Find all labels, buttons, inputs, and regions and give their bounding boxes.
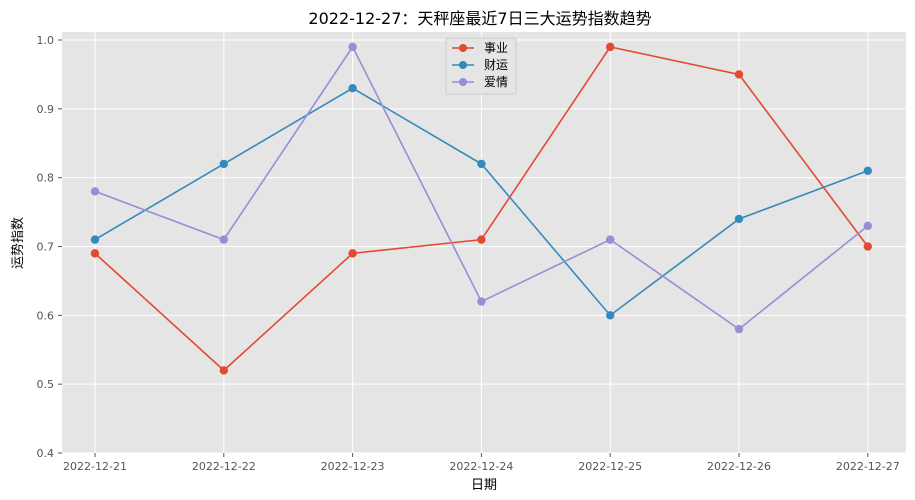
series-2 [90, 42, 872, 334]
y-tick-label: 0.6 [37, 309, 55, 322]
x-tick-label: 2022-12-21 [63, 460, 127, 473]
data-point [90, 249, 100, 258]
data-point [606, 311, 615, 320]
data-point [219, 159, 228, 169]
x-axis-label: 日期 [471, 478, 497, 493]
x-tick-label: 2022-12-26 [707, 460, 771, 473]
y-tick-label: 0.8 [37, 172, 55, 185]
y-tick-label: 0.4 [37, 447, 55, 460]
x-tick-label: 2022-12-23 [321, 460, 385, 473]
legend-label: 爱情 [484, 75, 508, 89]
legend-label: 财运 [484, 58, 508, 72]
y-tick-label: 1.0 [37, 34, 55, 47]
data-point [734, 324, 744, 334]
series-0 [90, 42, 872, 375]
y-tick-label: 0.5 [37, 378, 55, 391]
data-point [348, 249, 357, 258]
data-point [863, 221, 872, 231]
x-tick-label: 2022-12-22 [192, 460, 256, 473]
legend-item: 爱情 [452, 75, 508, 89]
legend-marker [459, 61, 467, 69]
data-point [90, 235, 100, 244]
legend-item: 事业 [452, 41, 508, 55]
data-point [477, 235, 486, 244]
legend-item: 财运 [452, 58, 508, 72]
legend-marker [459, 78, 467, 86]
data-point [734, 214, 744, 224]
legend-label: 事业 [484, 41, 508, 55]
y-tick-labels: 0.4 0.5 0.6 0.7 0.8 0.9 1.0 [37, 34, 62, 460]
data-point [863, 242, 872, 251]
y-tick-label: 0.9 [37, 103, 55, 116]
x-tick-labels: 2022-12-21 2022-12-22 2022-12-23 2022-12-24… [63, 453, 900, 473]
x-tick-label: 2022-12-27 [836, 460, 900, 473]
data-point [477, 297, 486, 306]
data-point [606, 235, 615, 244]
data-point [348, 83, 357, 93]
series-1 [90, 83, 872, 320]
chart-title: 2022-12-27：天秤座最近7日三大运势指数趋势 [308, 9, 651, 28]
x-tick-label: 2022-12-25 [578, 460, 642, 473]
x-tick-label: 2022-12-24 [449, 460, 513, 473]
data-point [606, 42, 615, 52]
data-point [477, 159, 486, 169]
legend-marker [459, 44, 467, 52]
series-lines [90, 42, 872, 375]
data-point [219, 235, 228, 244]
y-tick-label: 0.7 [37, 241, 55, 254]
y-axis-label: 运势指数 [10, 217, 26, 269]
data-point [734, 70, 744, 79]
data-point [90, 187, 100, 196]
data-point [863, 166, 872, 175]
data-point [219, 366, 228, 375]
data-point [348, 42, 357, 52]
